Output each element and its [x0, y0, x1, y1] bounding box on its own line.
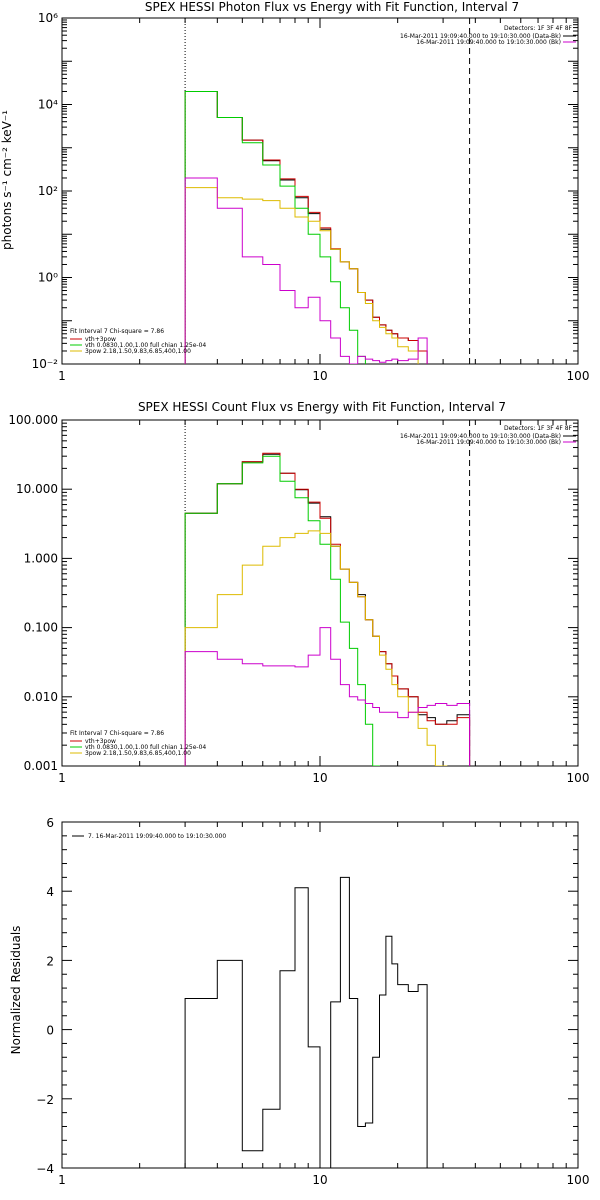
series-group — [184, 876, 428, 1168]
y-tick-label: 0 — [46, 1024, 54, 1038]
series-vth — [184, 91, 387, 364]
count-flux-legend-data: 16-Mar-2011 19:09:40.000 to 19:10:30.000… — [400, 433, 561, 440]
y-tick-label: 1.000 — [24, 551, 58, 565]
series-group — [184, 18, 471, 364]
series-bk — [184, 627, 471, 766]
photon-flux-fit-label: Fit Interval 7 Chi-square = 7.86 — [70, 328, 164, 335]
plot-frame — [61, 419, 579, 767]
axes: 1 10 100 10⁻² 10⁰ 10² 10⁴ 10⁶ — [32, 11, 590, 383]
x-tick-label: 100 — [567, 1173, 590, 1187]
series-7-16-mar-2011-19-09-40-000-to-19-10-30-000 — [184, 876, 428, 1168]
count-flux-legend-bl: Fit Interval 7 Chi-square = 7.86 vth+3po… — [70, 730, 206, 757]
x-tick-label: 10 — [312, 771, 327, 785]
series-vth-3pow — [184, 91, 428, 364]
series-vth-3pow — [184, 452, 471, 766]
x-tick-label: 10 — [312, 1173, 327, 1187]
series-group — [184, 420, 471, 766]
photon-flux-legend-bk: 16-Mar-2011 19:09:40.000 to 19:10:30.000… — [416, 39, 561, 46]
series-data-bk — [184, 91, 428, 364]
series-bk — [184, 177, 428, 364]
series-3pow — [184, 530, 458, 766]
x-tick-label: 100 — [567, 771, 590, 785]
y-tick-label: −2 — [36, 1093, 54, 1107]
residuals-plot-area: 1 10 100 −4 −2 0 2 4 6 — [36, 816, 589, 1187]
photon-flux-legend-bl: Fit Interval 7 Chi-square = 7.86 vth+3po… — [70, 328, 206, 355]
series-vth — [184, 455, 387, 766]
count-flux-legend-total: vth+3pow — [85, 738, 116, 745]
photon-flux-detectors-label: Detectors: 1F 3F 4F 8F — [504, 25, 573, 32]
y-tick-label: 10⁻² — [32, 357, 59, 371]
count-flux-legend-3pow: 3pow 2.18,1.50,9.83,6.85,400,1.00 — [85, 750, 191, 757]
photon-flux-panel: SPEX HESSI Photon Flux vs Energy with Fi… — [0, 0, 590, 383]
photon-flux-legend-tr: 16-Mar-2011 19:09:40.000 to 19:10:30.000… — [400, 33, 576, 46]
photon-flux-legend-total: vth+3pow — [85, 336, 116, 343]
photon-flux-title: SPEX HESSI Photon Flux vs Energy with Fi… — [145, 0, 519, 14]
count-flux-plot-area: 1 10 100 0.001 0.010 0.100 1.000 10.000 100.000 — [8, 413, 589, 785]
axes: 1 10 100 0.001 0.010 0.100 1.000 10.000 100.000 — [8, 413, 589, 785]
residuals-legend: 7. 16-Mar-2011 19:09:40.000 to 19:10:30.… — [72, 833, 226, 840]
y-tick-label: 10⁰ — [38, 271, 58, 285]
y-tick-label: 2 — [46, 954, 54, 968]
y-tick-label: 10² — [38, 184, 58, 198]
x-tick-label: 1 — [58, 771, 66, 785]
count-flux-title: SPEX HESSI Count Flux vs Energy with Fit… — [138, 400, 506, 414]
residuals-legend-label: 7. 16-Mar-2011 19:09:40.000 to 19:10:30.… — [88, 833, 226, 840]
count-flux-legend-vth: vth 0.0830,1.00,1.00 full chian 1.25e-04 — [85, 744, 206, 751]
y-tick-label: 4 — [46, 885, 54, 899]
y-tick-label: 10⁶ — [38, 11, 58, 25]
y-tick-label: 6 — [46, 816, 54, 830]
axes: 1 10 100 −4 −2 0 2 4 6 — [36, 816, 589, 1187]
x-tick-label: 10 — [312, 369, 327, 383]
y-tick-label: 0.100 — [24, 621, 58, 635]
y-tick-label: 10⁴ — [38, 98, 58, 112]
count-flux-panel: SPEX HESSI Count Flux vs Energy with Fit… — [8, 400, 589, 785]
y-tick-label: −4 — [36, 1162, 54, 1176]
count-flux-detectors-label: Detectors: 1F 3F 4F 8F — [504, 425, 573, 432]
x-tick-label: 100 — [567, 369, 590, 383]
count-flux-legend-bk: 16-Mar-2011 19:09:40.000 to 19:10:30.000… — [416, 439, 561, 446]
count-flux-fit-label: Fit Interval 7 Chi-square = 7.86 — [70, 730, 164, 737]
residuals-ylabel: Normalized Residuals — [9, 926, 23, 1055]
photon-flux-plot-area: 1 10 100 10⁻² 10⁰ 10² 10⁴ 10⁶ — [32, 11, 590, 383]
y-tick-label: 100.000 — [8, 413, 58, 427]
x-tick-label: 1 — [58, 369, 66, 383]
count-flux-legend-tr: 16-Mar-2011 19:09:40.000 to 19:10:30.000… — [400, 433, 576, 446]
x-tick-label: 1 — [58, 1173, 66, 1187]
y-tick-label: 0.010 — [24, 690, 58, 704]
photon-flux-legend-3pow: 3pow 2.18,1.50,9.83,6.85,400,1.00 — [85, 348, 191, 355]
y-tick-label: 0.001 — [24, 759, 58, 773]
y-tick-label: 10.000 — [16, 482, 58, 496]
series-3pow — [184, 187, 428, 364]
photon-flux-legend-data: 16-Mar-2011 19:09:40.000 to 19:10:30.000… — [400, 33, 561, 40]
photon-flux-ylabel: photons s⁻¹ cm⁻² keV⁻¹ — [0, 110, 14, 250]
photon-flux-legend-vth: vth 0.0830,1.00,1.00 full chian 1.25e-04 — [85, 342, 206, 349]
residuals-panel: Normalized Residuals 1 10 100 −4 −2 0 2 4 6 7. 1… — [9, 816, 589, 1187]
